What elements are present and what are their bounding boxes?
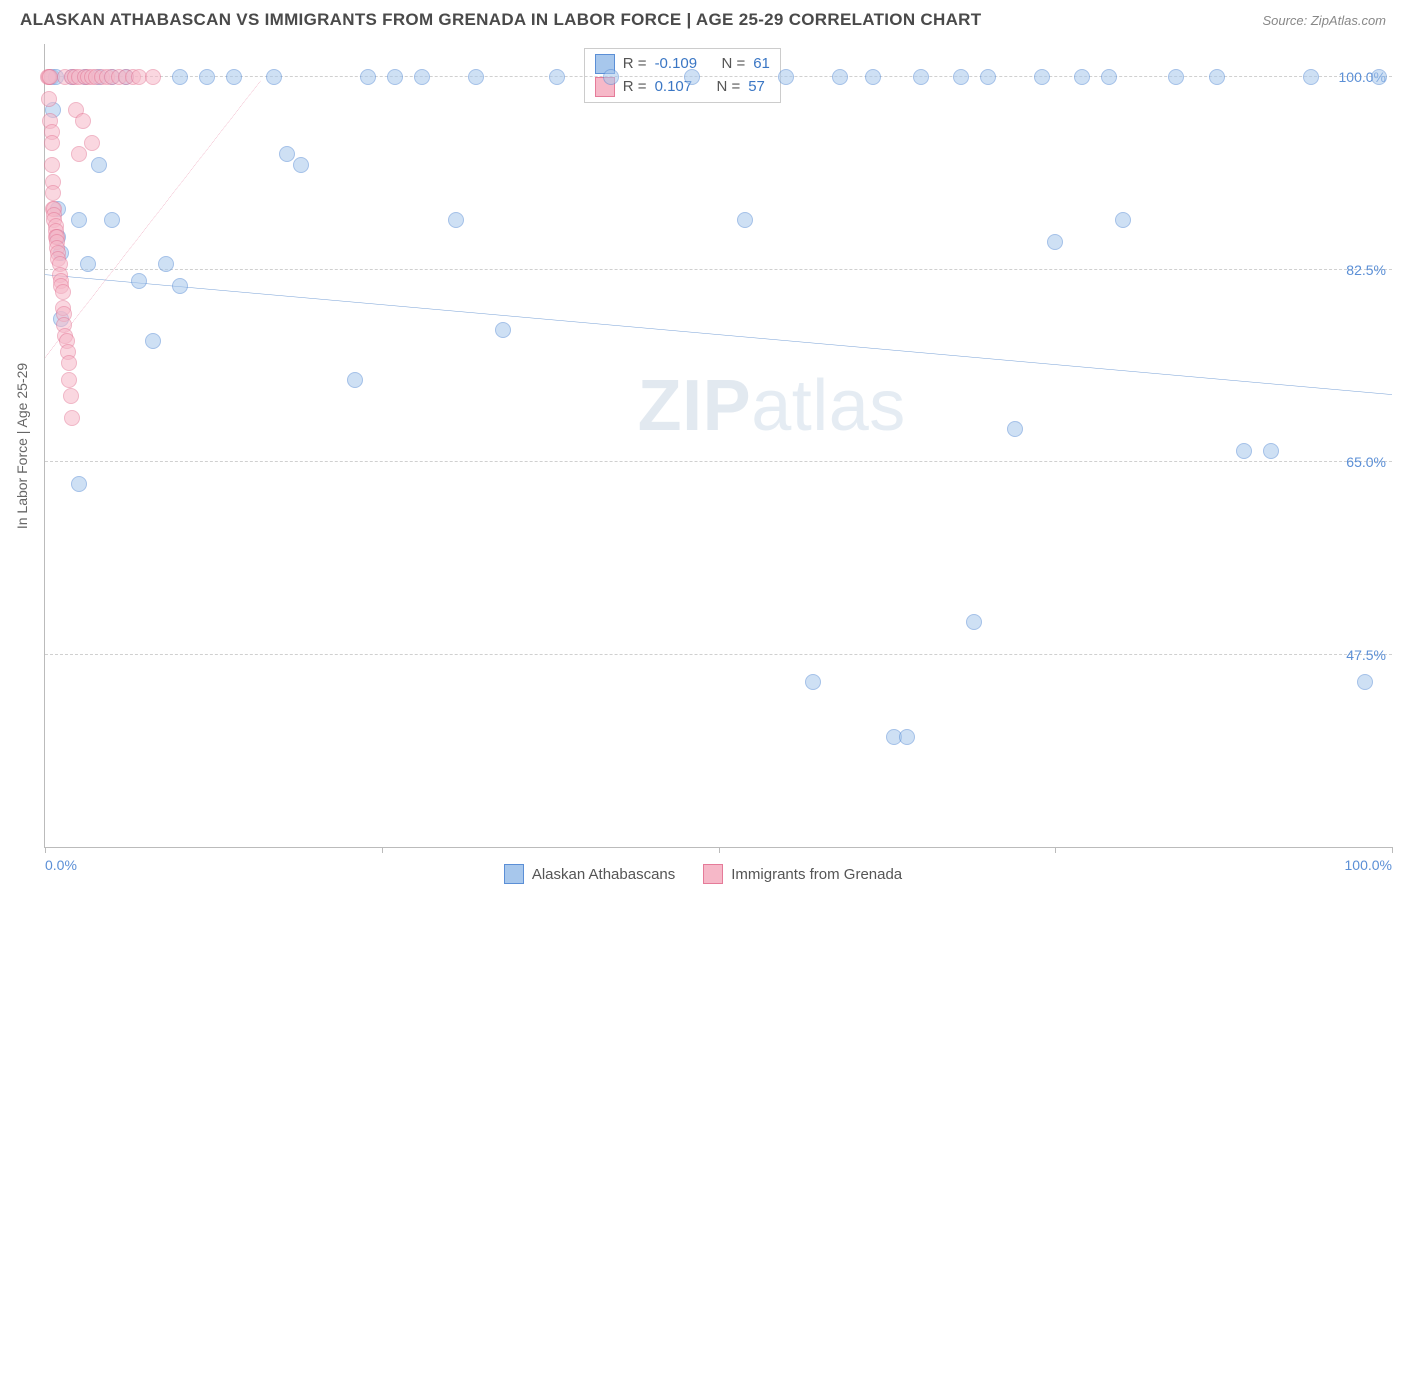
data-point: [468, 69, 484, 85]
data-point: [1357, 674, 1373, 690]
data-point: [131, 273, 147, 289]
legend-n-label: N =: [721, 53, 745, 76]
gridline: [45, 269, 1392, 270]
data-point: [414, 69, 430, 85]
legend-r-label: R =: [623, 53, 647, 76]
data-point: [226, 69, 242, 85]
data-point: [1007, 421, 1023, 437]
y-tick-label: 65.0%: [1346, 454, 1386, 470]
series-legend: Alaskan Athabascans Immigrants from Grena…: [0, 864, 1406, 884]
data-point: [145, 333, 161, 349]
data-point: [899, 729, 915, 745]
data-point: [42, 69, 58, 85]
legend-row: R = 0.107 N =57: [595, 76, 770, 99]
legend-n-value: 61: [753, 53, 770, 76]
data-point: [387, 69, 403, 85]
legend-n-label: N =: [716, 76, 740, 99]
data-point: [913, 69, 929, 85]
data-point: [145, 69, 161, 85]
data-point: [63, 388, 79, 404]
data-point: [805, 674, 821, 690]
data-point: [1115, 212, 1131, 228]
data-point: [172, 69, 188, 85]
legend-swatch: [504, 864, 524, 884]
data-point: [44, 157, 60, 173]
gridline: [45, 461, 1392, 462]
data-point: [1263, 443, 1279, 459]
data-point: [832, 69, 848, 85]
data-point: [279, 146, 295, 162]
data-point: [1209, 69, 1225, 85]
data-point: [41, 91, 57, 107]
data-point: [71, 146, 87, 162]
trend-line: [45, 275, 1392, 395]
chart-area: In Labor Force | Age 25-29 ZIPatlas R =-…: [38, 44, 1392, 848]
data-point: [293, 157, 309, 173]
data-point: [495, 322, 511, 338]
data-point: [1168, 69, 1184, 85]
data-point: [1303, 69, 1319, 85]
chart-title: ALASKAN ATHABASCAN VS IMMIGRANTS FROM GR…: [20, 10, 981, 30]
data-point: [55, 284, 71, 300]
data-point: [172, 278, 188, 294]
x-tick: [1392, 847, 1393, 853]
y-tick-label: 47.5%: [1346, 647, 1386, 663]
gridline: [45, 76, 1392, 77]
x-tick: [45, 847, 46, 853]
series-legend-item: Alaskan Athabascans: [504, 864, 675, 884]
data-point: [80, 256, 96, 272]
scatter-plot: ZIPatlas R =-0.109 N =61R = 0.107 N =57 …: [44, 44, 1392, 848]
data-point: [1034, 69, 1050, 85]
data-point: [45, 185, 61, 201]
series-legend-label: Immigrants from Grenada: [731, 866, 902, 883]
data-point: [84, 135, 100, 151]
data-point: [104, 212, 120, 228]
legend-row: R =-0.109 N =61: [595, 53, 770, 76]
data-point: [980, 69, 996, 85]
legend-swatch: [703, 864, 723, 884]
data-point: [448, 212, 464, 228]
data-point: [1236, 443, 1252, 459]
data-point: [549, 69, 565, 85]
data-point: [61, 355, 77, 371]
data-point: [61, 372, 77, 388]
data-point: [966, 614, 982, 630]
gridline: [45, 654, 1392, 655]
source-attribution: Source: ZipAtlas.com: [1262, 13, 1386, 28]
data-point: [1047, 234, 1063, 250]
data-point: [158, 256, 174, 272]
data-point: [865, 69, 881, 85]
data-point: [64, 410, 80, 426]
data-point: [71, 476, 87, 492]
x-tick: [1055, 847, 1056, 853]
x-tick: [382, 847, 383, 853]
data-point: [347, 372, 363, 388]
data-point: [1101, 69, 1117, 85]
y-tick-label: 82.5%: [1346, 262, 1386, 278]
watermark: ZIPatlas: [638, 365, 906, 447]
data-point: [199, 69, 215, 85]
data-point: [91, 157, 107, 173]
y-axis-title: In Labor Force | Age 25-29: [14, 363, 30, 529]
legend-n-value: 57: [748, 76, 765, 99]
data-point: [684, 69, 700, 85]
x-tick: [719, 847, 720, 853]
data-point: [360, 69, 376, 85]
data-point: [1371, 69, 1387, 85]
legend-r-label: R =: [623, 76, 647, 99]
data-point: [1074, 69, 1090, 85]
data-point: [71, 212, 87, 228]
data-point: [44, 135, 60, 151]
data-point: [603, 69, 619, 85]
series-legend-label: Alaskan Athabascans: [532, 866, 675, 883]
data-point: [953, 69, 969, 85]
data-point: [737, 212, 753, 228]
data-point: [778, 69, 794, 85]
data-point: [75, 113, 91, 129]
series-legend-item: Immigrants from Grenada: [703, 864, 902, 884]
data-point: [266, 69, 282, 85]
